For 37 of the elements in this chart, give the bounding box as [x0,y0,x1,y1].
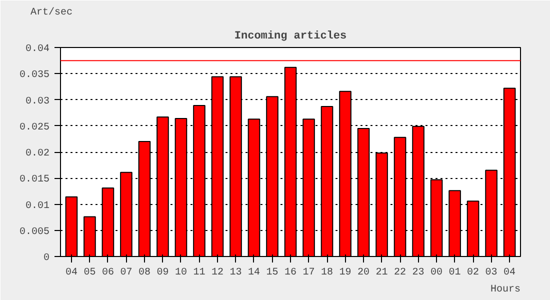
y-tick-label: 0.005 [19,226,50,238]
chart-title: Incoming articles [234,30,347,42]
y-tick-label: 0 [44,253,50,264]
x-tick-label: 22 [394,268,406,278]
x-tick-label: 02 [467,268,480,278]
y-tick-label: 0.01 [25,200,50,212]
x-tick-label: 14 [248,268,260,278]
x-tick-label: 17 [302,268,315,278]
x-tick-label: 04 [65,268,78,278]
x-tick-label: 05 [84,268,96,278]
y-tick-label: 0.02 [25,148,50,160]
x-tick-label: 16 [284,268,297,278]
x-tick-label: 21 [376,268,388,278]
x-tick-label: 23 [412,268,424,278]
x-tick-label: 11 [193,268,206,278]
x-tick-label: 12 [211,268,224,278]
x-tick-label: 00 [430,268,443,278]
y-axis-title: Art/sec [30,6,73,18]
x-tick-label: 18 [321,268,334,278]
y-tick-label: 0.03 [25,96,50,108]
x-tick-label: 13 [230,268,242,278]
y-tick-label: 0.04 [25,44,50,55]
x-tick-label: 20 [358,268,370,278]
x-axis-title: Hours [490,284,521,296]
x-tick-label: 15 [266,268,278,278]
y-tick-label: 0.015 [19,174,50,186]
x-tick-label: 19 [339,268,352,278]
x-tick-label: 06 [102,268,114,278]
x-tick-label: 09 [156,268,169,278]
y-tick-label: 0.025 [19,122,50,134]
x-tick-label: 01 [448,268,461,278]
x-tick-label: 04 [504,268,516,278]
x-tick-label: 07 [120,268,132,278]
x-tick-label: 08 [138,268,150,278]
x-tick-label: 10 [174,268,187,278]
x-tick-label: 03 [485,268,498,278]
y-tick-label: 0.035 [19,70,50,82]
